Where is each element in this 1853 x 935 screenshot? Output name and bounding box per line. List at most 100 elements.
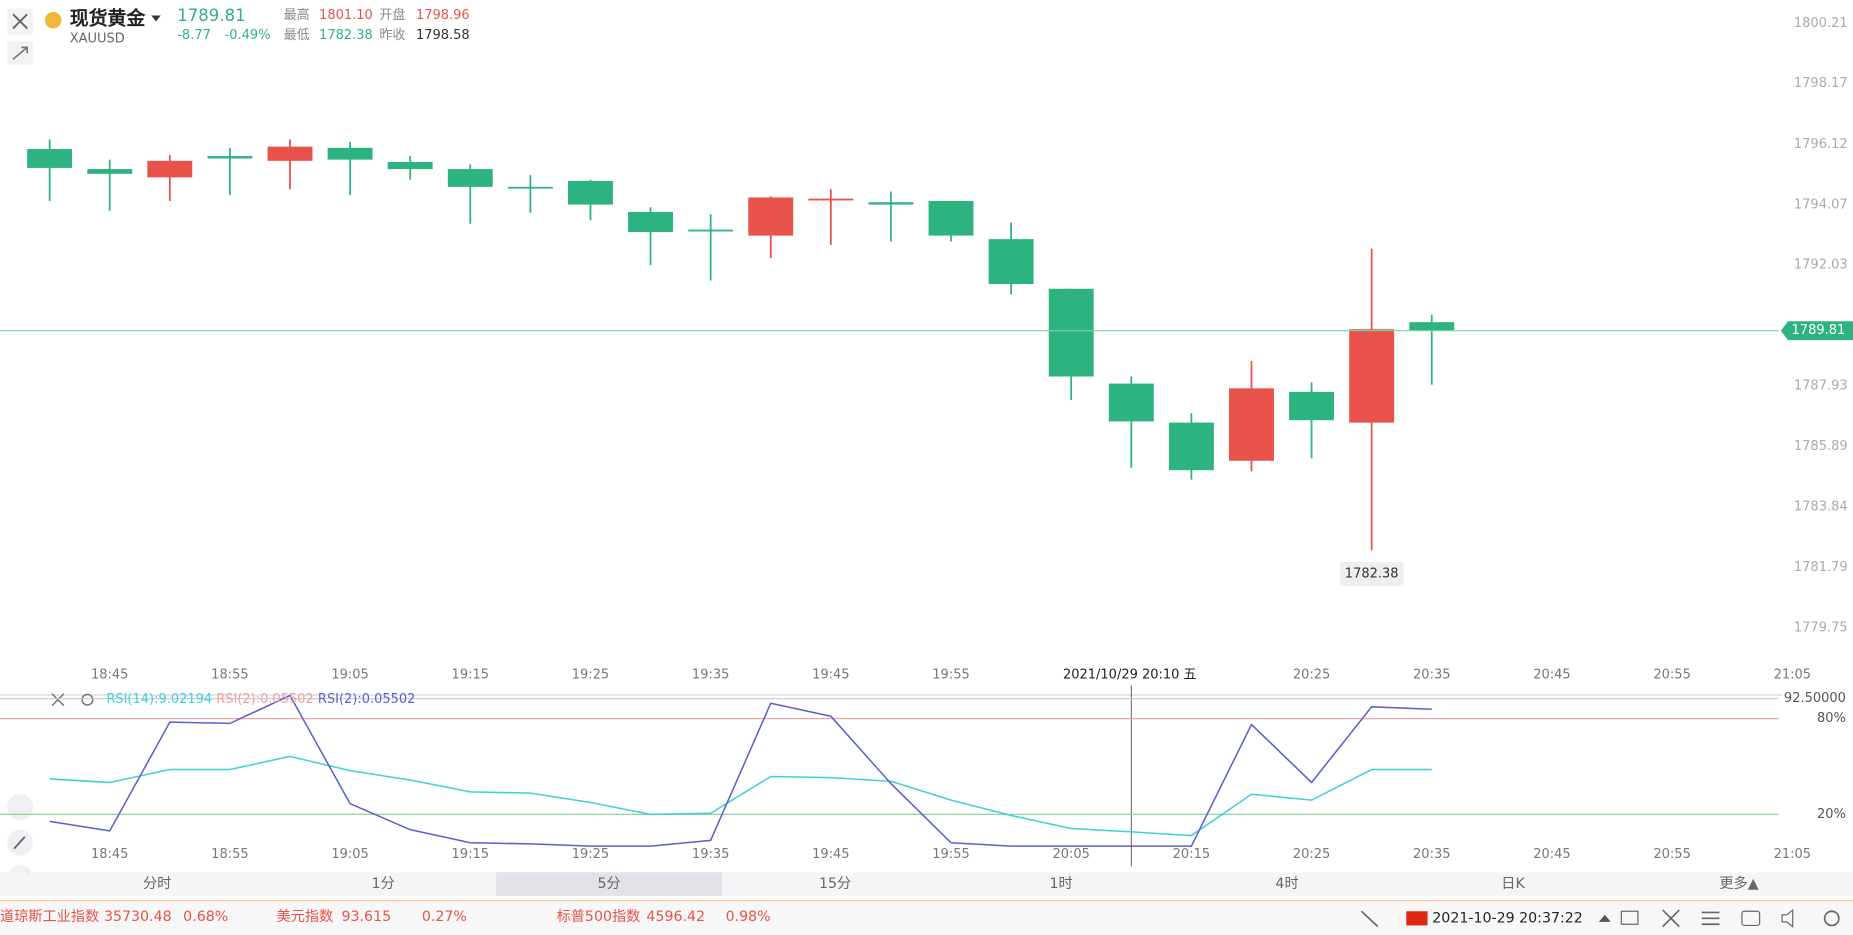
period-tab[interactable]: 日K <box>1501 876 1525 892</box>
period-tab[interactable]: 更多▲ <box>1719 875 1758 892</box>
candle-body <box>207 156 253 159</box>
period-tab-selected[interactable] <box>496 872 723 896</box>
flag-icon <box>1406 911 1428 926</box>
period-tab[interactable]: 分时 <box>143 876 171 892</box>
x-tick-label: 19:05 <box>331 847 368 862</box>
y-tick-label: 1796.12 <box>1794 137 1848 152</box>
rsi-line <box>49 694 1432 847</box>
rsi-close[interactable] <box>51 693 65 707</box>
status-settings-icon[interactable] <box>1823 910 1840 927</box>
y-tick-label: 1792.03 <box>1794 258 1848 273</box>
y-tick-label: 1794.07 <box>1794 197 1848 212</box>
candle-body <box>1168 422 1214 471</box>
price-change-pct: -0.49% <box>225 28 271 43</box>
instrument-name[interactable]: 现货黄金 <box>70 7 146 30</box>
x-tick-label: 20:05 <box>1052 847 1089 862</box>
x-tick-label: 18:45 <box>91 847 128 862</box>
candle-body <box>568 180 613 205</box>
period-tab[interactable]: 1分 <box>372 876 395 892</box>
low-value: 1782.38 <box>319 28 373 43</box>
period-tab[interactable]: 4时 <box>1275 876 1298 892</box>
x-tick-label: 21:05 <box>1774 667 1811 682</box>
candle-body <box>988 239 1034 285</box>
period-tab[interactable]: 1时 <box>1049 876 1072 892</box>
candle-body <box>688 229 734 232</box>
level-label: 92.50000 <box>1784 691 1846 706</box>
legend-entry: RSI(2):0.05502 <box>318 692 416 707</box>
y-tick-label: 1785.89 <box>1794 439 1848 454</box>
x-tick-label: 18:55 <box>211 847 248 862</box>
rsi-line <box>49 755 1432 837</box>
candle-body <box>748 197 794 236</box>
status-up-arrow[interactable] <box>1598 914 1611 922</box>
tool-indicator[interactable] <box>7 794 34 821</box>
x-tick-label: 19:55 <box>932 847 969 862</box>
x-tick-label: 19:15 <box>452 667 489 682</box>
x-tick-label: 19:55 <box>932 667 969 682</box>
candle-body <box>868 202 914 205</box>
ticker-change: 0.27% <box>422 909 467 925</box>
x-tick-label: 20:15 <box>1173 847 1210 862</box>
dropdown-arrow[interactable] <box>151 15 161 22</box>
x-tick-label: 18:55 <box>211 667 248 682</box>
x-tick-label: 20:35 <box>1413 847 1450 862</box>
legend-entry: RSI(14):9.02194 <box>106 692 212 707</box>
ticker-bar <box>0 900 1853 935</box>
ticker-name[interactable]: 美元指数 <box>277 909 334 925</box>
x-tick-label: 20:25 <box>1293 847 1330 862</box>
x-tick-label: 20:45 <box>1533 847 1570 862</box>
y-tick-label: 1779.75 <box>1794 620 1848 635</box>
x-tick-label: 19:35 <box>692 847 729 862</box>
candle-body <box>1229 388 1274 461</box>
candle-body <box>87 169 133 174</box>
open-value: 1798.96 <box>416 8 470 23</box>
level-label-bg <box>1782 689 1853 709</box>
low-label: 最低 <box>284 28 310 43</box>
price-change: -8.77 <box>177 28 211 43</box>
low-tag-bg <box>1339 562 1404 586</box>
status-window-icon[interactable] <box>1620 910 1639 925</box>
rsi-settings[interactable] <box>81 693 94 706</box>
x-tick-label: 19:15 <box>452 847 489 862</box>
candle-body <box>447 169 493 187</box>
y-tick-label: 1798.17 <box>1794 76 1848 91</box>
ticker-name[interactable]: 道琼斯工业指数 <box>0 909 99 925</box>
period-bar <box>0 872 1853 896</box>
candle-body <box>1409 322 1455 331</box>
high-value: 1801.10 <box>319 8 373 23</box>
ticker-value: 35730.48 <box>104 909 172 925</box>
x-tick-label: 19:35 <box>692 667 729 682</box>
level-label: 80% <box>1817 711 1846 726</box>
prev-close-label: 昨收 <box>379 28 405 43</box>
x-tick-label: 19:25 <box>572 667 609 682</box>
period-tab[interactable]: 5分 <box>598 876 621 892</box>
current-price-tag <box>1780 321 1853 341</box>
ticker-name[interactable]: 标普500指数 <box>557 909 641 925</box>
candle-body <box>808 198 854 201</box>
status-sound-icon[interactable] <box>1781 908 1794 928</box>
candle-body <box>27 149 73 168</box>
status-link-icon[interactable] <box>1360 910 1379 928</box>
status-list-icon[interactable] <box>1701 911 1720 926</box>
status-camera-icon[interactable] <box>1741 910 1761 927</box>
legend-entry: RSI(2):0.05502 <box>216 692 314 707</box>
instrument-symbol: XAUUSD <box>70 32 125 47</box>
y-tick-label: 1781.79 <box>1794 560 1848 575</box>
status-tool-icon[interactable] <box>1662 909 1680 928</box>
shrink-button[interactable] <box>7 41 34 66</box>
current-price-label: 1789.81 <box>1792 323 1846 338</box>
shrink-icon <box>12 46 29 60</box>
candle-body <box>628 211 674 233</box>
high-label: 最高 <box>284 7 310 23</box>
x-tick-label: 19:25 <box>572 847 609 862</box>
prev-close-value: 1798.58 <box>416 28 470 43</box>
candle-body <box>507 186 553 189</box>
period-tab[interactable]: 15分 <box>819 876 851 892</box>
close-button[interactable] <box>7 8 34 35</box>
candle-body <box>928 201 974 236</box>
ticker-value: 93.615 <box>342 909 392 925</box>
y-tick-label: 1800.21 <box>1794 16 1848 31</box>
low-tag-label: 1782.38 <box>1345 566 1399 581</box>
